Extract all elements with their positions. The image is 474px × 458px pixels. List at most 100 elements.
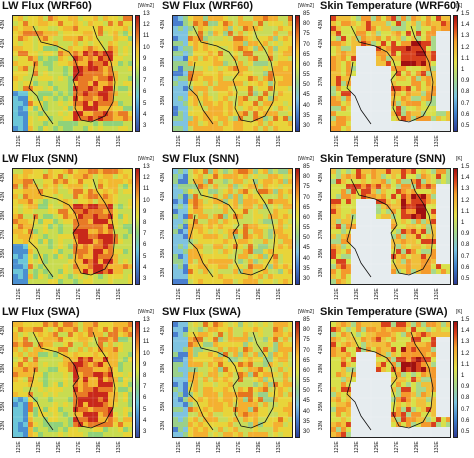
latitude-label: 35N xyxy=(0,402,6,412)
longitude-label: 127E xyxy=(394,441,400,453)
longitude-label: 123E xyxy=(196,135,202,147)
longitude-label: 127E xyxy=(76,441,82,453)
colorbar-tick-label: 1 xyxy=(461,67,465,73)
latitude-label: 39N xyxy=(0,58,6,68)
colorbar-tick-label: 7 xyxy=(143,231,147,238)
colorbar xyxy=(135,321,140,438)
latitude-label: 41N xyxy=(318,345,324,355)
colorbar-tick-label: 1 xyxy=(461,220,465,226)
panel-title: SW Flux (WRF60) xyxy=(162,0,254,12)
colorbar-tick-label: 65 xyxy=(303,357,310,364)
latitude-label: 43N xyxy=(0,20,6,30)
colorbar-tick-label: 1.5 xyxy=(461,164,470,170)
colorbar-tick-label: 45 xyxy=(303,245,310,252)
colorbar-tick-label: 8 xyxy=(143,67,147,73)
colorbar-tick-label: 0.9 xyxy=(461,231,470,238)
longitude-label: 129E xyxy=(414,135,420,147)
longitude-label: 127E xyxy=(394,135,400,147)
colorbar-tick-label: 1.4 xyxy=(461,175,470,182)
latitude-label: 43N xyxy=(318,173,324,183)
latitude-label: 39N xyxy=(318,58,324,68)
longitude-label: 131E xyxy=(116,288,122,300)
longitude-label: 125E xyxy=(216,441,222,453)
colorbar-tick-label: 13 xyxy=(143,164,150,170)
longitude-label: 127E xyxy=(76,135,82,147)
latitude-label: 33N xyxy=(0,268,6,278)
longitude-label: 125E xyxy=(374,441,380,453)
latitude-label: 41N xyxy=(160,345,166,355)
longitude-label: 129E xyxy=(96,288,102,300)
colorbar-tick-label: 75 xyxy=(303,337,310,344)
colorbar-tick-label: 6 xyxy=(143,242,147,249)
longitude-label: 123E xyxy=(354,288,360,300)
colorbar-tick-label: 3 xyxy=(143,123,147,129)
colorbar xyxy=(295,321,300,438)
longitude-label: 123E xyxy=(36,441,42,453)
longitude-label: 121E xyxy=(334,135,340,147)
panel-title: LW Flux (WRF60) xyxy=(2,0,92,12)
longitude-label: 127E xyxy=(76,288,82,300)
colorbar-tick-label: 6 xyxy=(143,395,147,402)
colorbar-tick-label: 10 xyxy=(143,44,150,51)
colorbar-tick-label: 1.4 xyxy=(461,22,470,29)
colorbar-tick-label: 55 xyxy=(303,225,310,232)
colorbar-tick-label: 40 xyxy=(303,408,310,415)
longitude-label: 121E xyxy=(16,441,22,453)
colorbar-tick-label: 4 xyxy=(143,417,147,424)
latitude-label: 35N xyxy=(160,402,166,412)
map-image xyxy=(172,15,293,132)
colorbar-unit: [K] xyxy=(456,309,463,315)
colorbar-tick-label: 11 xyxy=(143,339,150,346)
panel-title: LW Flux (SNN) xyxy=(2,153,78,165)
colorbar-tick-label: 45 xyxy=(303,398,310,405)
latitude-label: 33N xyxy=(0,115,6,125)
colorbar-tick-label: 80 xyxy=(303,327,310,334)
latitude-label: 35N xyxy=(0,96,6,106)
map-image xyxy=(12,15,133,132)
map-image xyxy=(12,321,133,438)
colorbar-unit: [W/m2] xyxy=(138,309,154,315)
colorbar-tick-label: 5 xyxy=(143,406,147,413)
colorbar-tick-label: 65 xyxy=(303,51,310,58)
latitude-label: 33N xyxy=(160,115,166,125)
longitude-label: 127E xyxy=(236,288,242,300)
longitude-label: 125E xyxy=(56,288,62,300)
colorbar-tick-label: 45 xyxy=(303,92,310,99)
latitude-label: 33N xyxy=(318,421,324,431)
longitude-label: 125E xyxy=(216,135,222,147)
latitude-label: 41N xyxy=(0,39,6,49)
map-panel: Skin Temperature (SNN) [K] 43N 41N 39N 37N 35N… xyxy=(318,153,474,305)
colorbar-tick-label: 9 xyxy=(143,361,147,368)
colorbar-tick-label: 0.8 xyxy=(461,89,470,96)
longitude-label: 121E xyxy=(16,288,22,300)
colorbar-tick-label: 40 xyxy=(303,102,310,109)
colorbar-tick-label: 30 xyxy=(303,123,310,129)
colorbar-tick-label: 70 xyxy=(303,347,310,354)
latitude-label: 39N xyxy=(160,364,166,374)
latitude-label: 33N xyxy=(318,115,324,125)
latitude-label: 35N xyxy=(318,249,324,259)
map-image xyxy=(12,168,133,285)
colorbar xyxy=(453,15,458,132)
colorbar-tick-label: 12 xyxy=(143,328,150,335)
colorbar-tick-label: 1.3 xyxy=(461,339,470,346)
colorbar-tick-label: 1.1 xyxy=(461,208,470,215)
latitude-label: 37N xyxy=(318,77,324,87)
longitude-label: 123E xyxy=(196,441,202,453)
longitude-label: 129E xyxy=(96,441,102,453)
latitude-label: 41N xyxy=(0,192,6,202)
longitude-label: 131E xyxy=(434,441,440,453)
longitude-label: 125E xyxy=(216,288,222,300)
colorbar xyxy=(453,321,458,438)
colorbar-unit: [W/m2] xyxy=(138,156,154,162)
colorbar-unit: [W/m2] xyxy=(298,309,314,315)
longitude-label: 127E xyxy=(236,441,242,453)
colorbar-tick-label: 0.5 xyxy=(461,123,470,129)
colorbar-unit: [K] xyxy=(456,3,463,9)
latitude-label: 41N xyxy=(0,345,6,355)
longitude-label: 123E xyxy=(354,441,360,453)
colorbar-tick-label: 85 xyxy=(303,164,310,170)
latitude-label: 35N xyxy=(0,249,6,259)
longitude-label: 131E xyxy=(276,288,282,300)
longitude-label: 127E xyxy=(394,288,400,300)
